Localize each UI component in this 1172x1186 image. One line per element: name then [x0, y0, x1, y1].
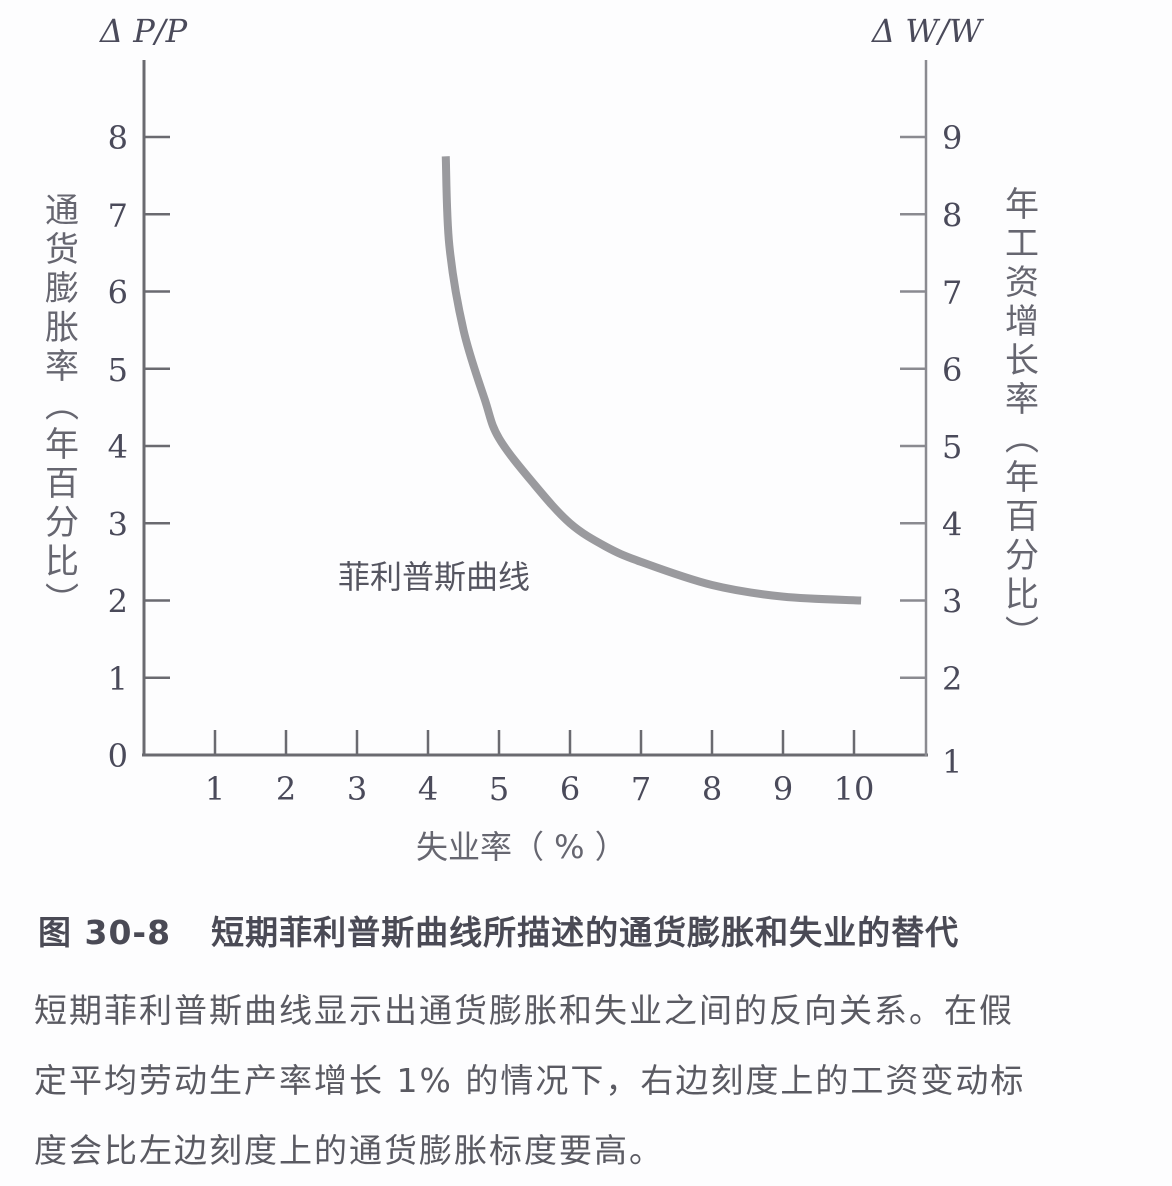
right-tick-label: 4: [942, 505, 962, 543]
vertical-label-char: 通: [45, 191, 79, 231]
x-axis-title: 失业率（ % ）: [416, 828, 627, 866]
right-tick-label: 2: [942, 660, 962, 698]
vertical-label-char: 长: [1005, 341, 1039, 381]
x-tick-label: 5: [489, 770, 509, 808]
vertical-label-char: 膨: [45, 269, 79, 309]
vertical-label-char: 年: [45, 425, 79, 465]
phillips-curve-chart: 0 1 2 3 4 5 6 7 8 1 2 3 4 5 6 7 8 9 1 2 3 4 5 6 7 8 9 10 Δ P/P Δ …: [98, 12, 985, 808]
vertical-label-char: ︶: [45, 581, 79, 621]
vertical-label-char: 分: [1005, 536, 1039, 576]
left-y-axis-title: 通货膨胀率 ︵ 年百分比 ︶: [42, 192, 82, 621]
x-tick-label: 9: [773, 770, 793, 808]
left-tick-label: 0: [108, 737, 128, 775]
right-tick-label: 7: [942, 274, 962, 312]
x-tick-label: 2: [276, 770, 296, 808]
vertical-label-char: ︵: [45, 386, 79, 426]
vertical-label-char: 分: [45, 503, 79, 543]
right-y-axis-title: 年工资增长率 ︵ 年百分比 ︶: [1002, 186, 1042, 654]
description-line: 度会比左边刻度上的通货膨胀标度要高。: [34, 1131, 664, 1170]
vertical-label-char: 率: [1005, 380, 1039, 420]
right-tick-label: 8: [942, 196, 962, 234]
vertical-label-char: 比: [45, 542, 79, 582]
phillips-curve-line: [441, 156, 862, 605]
curve-label: 菲利普斯曲线: [338, 558, 531, 596]
vertical-label-char: 胀: [45, 308, 79, 348]
left-tick-label: 5: [108, 351, 128, 389]
right-tick-label: 9: [942, 119, 962, 157]
figure-caption: 图 30-8 短期菲利普斯曲线所描述的通货膨胀和失业的替代: [38, 906, 959, 954]
vertical-label-char: 货: [45, 230, 79, 270]
vertical-label-char: 百: [45, 464, 79, 504]
figure-number: 图 30-8: [38, 913, 172, 952]
x-tick-label: 8: [702, 770, 722, 808]
left-y-ticks: 0 1 2 3 4 5 6 7 8: [108, 119, 170, 775]
vertical-label-char: 资: [1005, 263, 1039, 303]
vertical-label-char: ︵: [1005, 419, 1039, 459]
x-tick-label: 7: [631, 770, 651, 808]
figure-title: 短期菲利普斯曲线所描述的通货膨胀和失业的替代: [211, 913, 960, 952]
x-tick-label: 10: [834, 770, 875, 808]
x-tick-label: 6: [560, 770, 580, 808]
right-tick-label: 1: [942, 743, 962, 781]
right-tick-label: 3: [942, 583, 962, 621]
x-tick-label: 4: [418, 770, 438, 808]
vertical-label-char: 年: [1005, 185, 1039, 225]
right-tick-label: 6: [942, 351, 962, 389]
x-tick-label: 3: [347, 770, 367, 808]
vertical-label-char: 率: [45, 347, 79, 387]
vertical-label-char: 比: [1005, 575, 1039, 615]
x-tick-label: 1: [205, 770, 225, 808]
vertical-label-char: 工: [1005, 224, 1039, 264]
description-line: 定平均劳动生产率增长 1% 的情况下，右边刻度上的工资变动标: [34, 1061, 1026, 1100]
left-tick-label: 7: [108, 196, 128, 234]
vertical-label-char: ︶: [1005, 614, 1039, 654]
description-line: 短期菲利普斯曲线显示出通货膨胀和失业之间的反向关系。在假: [34, 991, 1014, 1030]
right-axis-symbol: Δ W/W: [870, 12, 985, 50]
vertical-label-char: 百: [1005, 497, 1039, 537]
left-tick-label: 6: [108, 274, 128, 312]
left-tick-label: 4: [108, 428, 128, 466]
left-axis-symbol: Δ P/P: [98, 12, 188, 50]
x-ticks: 1 2 3 4 5 6 7 8 9 10: [205, 730, 875, 808]
right-y-ticks: 1 2 3 4 5 6 7 8 9: [900, 119, 962, 781]
vertical-label-char: 年: [1005, 458, 1039, 498]
vertical-label-char: 增: [1005, 302, 1039, 342]
left-tick-label: 3: [108, 505, 128, 543]
left-tick-label: 8: [108, 119, 128, 157]
right-tick-label: 5: [942, 428, 962, 466]
figure-description: 短期菲利普斯曲线显示出通货膨胀和失业之间的反向关系。在假 定平均劳动生产率增长 …: [34, 976, 1144, 1186]
left-tick-label: 2: [108, 583, 128, 621]
left-tick-label: 1: [108, 660, 128, 698]
